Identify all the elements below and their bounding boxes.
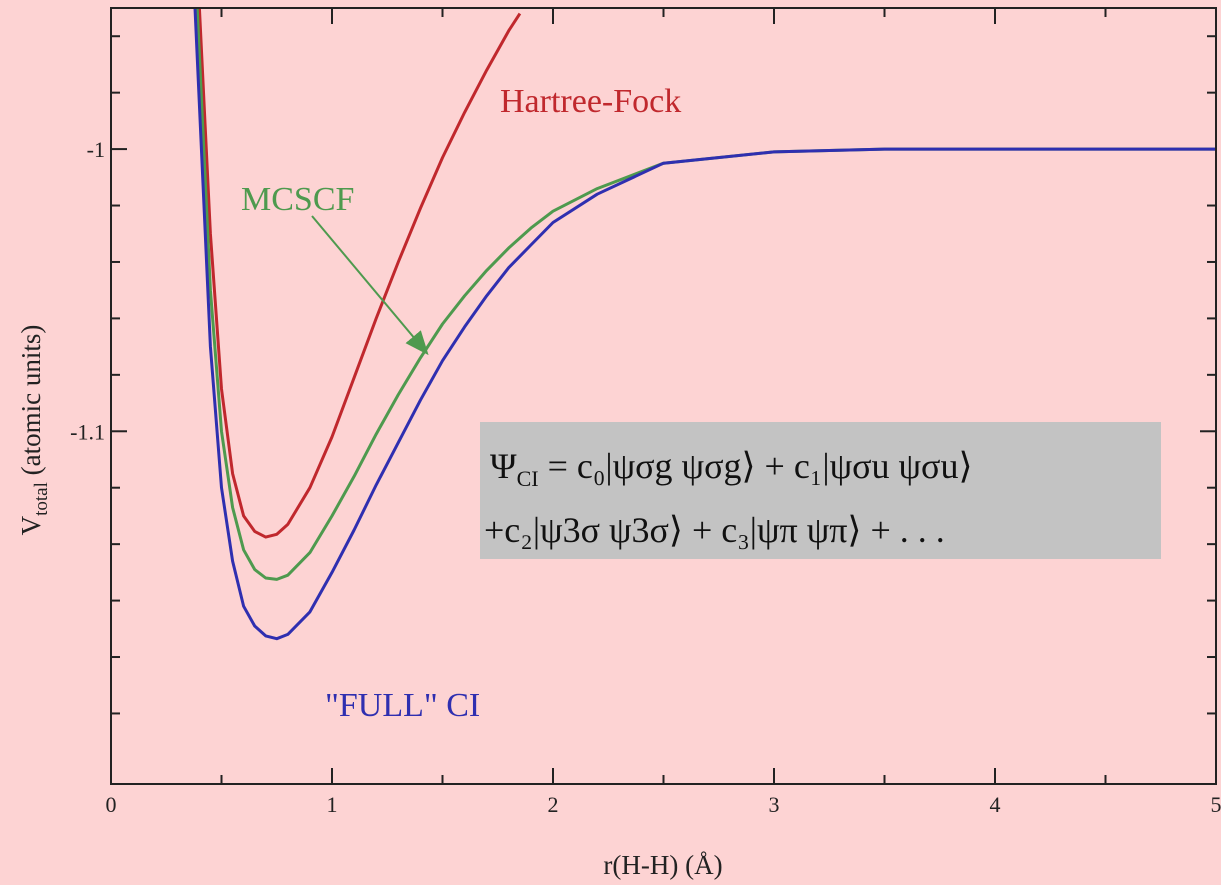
axis-ticks: 0 1 2 3 4 5 -1.1 -1 [70, 8, 1221, 817]
full-ci-label: "FULL" CI [325, 687, 480, 724]
x-tick-label: 4 [990, 792, 1001, 817]
formula-line-2: +c₂|ψ3σ ψ3σ⟩ + c₃|ψπ ψπ⟩ + . . . [484, 510, 945, 550]
y-axis-title: Vtotal (atomic units) [16, 325, 52, 536]
formula-box [480, 422, 1161, 559]
series-line-mcscf [195, 8, 1216, 581]
hartree-fock-label: Hartree-Fock [500, 83, 681, 120]
series-line-full-ci [193, 8, 1216, 641]
mcscf-arrow [311, 215, 429, 356]
mcscf-label: MCSCF [241, 181, 354, 218]
series-group [193, 8, 1216, 641]
x-tick-label: 0 [106, 792, 117, 817]
x-tick-label: 3 [769, 792, 780, 817]
x-tick-label: 5 [1211, 792, 1221, 817]
formula-line-1: ΨCI = c₀|ψσg ψσg⟩ + c₁|ψσu ψσu⟩ [490, 446, 973, 491]
x-tick-label: 1 [327, 792, 338, 817]
y-tick-label: -1 [87, 137, 105, 162]
y-tick-label: -1.1 [70, 419, 105, 444]
x-axis-title: r(H-H) (Å) [603, 850, 722, 880]
x-tick-label: 2 [548, 792, 559, 817]
series-line-hartree-fock [197, 8, 522, 539]
plot-frame [110, 7, 1217, 785]
